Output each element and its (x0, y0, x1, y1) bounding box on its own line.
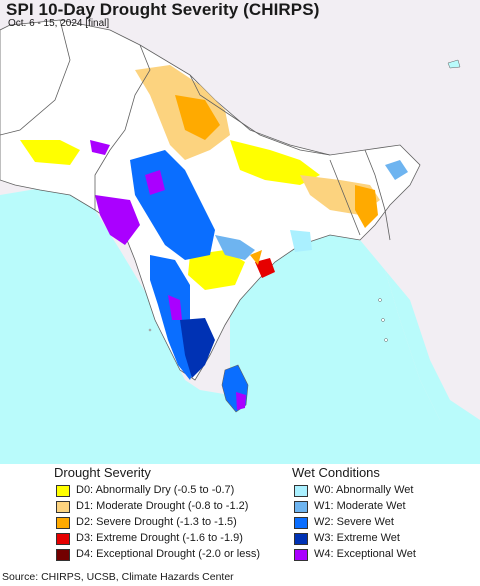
map-title: SPI 10-Day Drought Severity (CHIRPS) (6, 0, 320, 19)
legend-swatch (56, 533, 70, 545)
island (381, 318, 385, 322)
legend-swatch (294, 549, 308, 561)
legend-swatch (294, 533, 308, 545)
bay-of-bengal (230, 235, 480, 464)
drought-d2-north (175, 95, 220, 140)
myanmar-border (364, 149, 391, 241)
legend-swatch (294, 517, 308, 529)
legend-label: D0: Abnormally Dry (-0.5 to -0.7) (76, 484, 235, 496)
source-credit: Source: CHIRPS, UCSB, Climate Hazards Ce… (2, 571, 234, 583)
drought-d0-central (188, 250, 245, 290)
legend-label: W3: Extreme Wet (314, 532, 400, 544)
map-subtitle: Oct. 6 - 15, 2024 [final] (8, 18, 110, 29)
legend-label: W0: Abnormally Wet (314, 484, 414, 496)
legend-swatch (56, 517, 70, 529)
nepal-border (189, 74, 331, 156)
wet-w0-east (290, 230, 312, 252)
legend-label: W2: Severe Wet (314, 516, 394, 528)
legend-swatch (56, 549, 70, 561)
wet-w4-karnataka (168, 295, 182, 320)
map-area: SPI 10-Day Drought Severity (CHIRPS) Oct… (0, 0, 480, 464)
drought-d2-east (355, 185, 378, 228)
drought-d3-odisha (255, 258, 275, 278)
legend-label: D1: Moderate Drought (-0.8 to -1.2) (76, 500, 249, 512)
drought-d2-odisha (250, 250, 262, 265)
legend-swatch (294, 501, 308, 513)
arabian-sea (0, 185, 250, 464)
wet-w1-northeast (385, 160, 408, 180)
drought-d0-gangetic (230, 140, 320, 185)
legend-label: D2: Severe Drought (-1.3 to -1.5) (76, 516, 237, 528)
legend-swatch (56, 485, 70, 497)
legend-label: D4: Exceptional Drought (-2.0 or less) (76, 548, 261, 560)
country-borders (94, 44, 151, 210)
sri-lanka-exceptional-wet (236, 392, 246, 410)
legend-label: W4: Exceptional Wet (314, 548, 416, 560)
wet-w4-rajasthan (145, 170, 165, 195)
wet-w4-pakistan (90, 140, 110, 155)
island (378, 298, 382, 302)
wet-w3-tamil-nadu (180, 318, 215, 378)
legend-swatch (56, 501, 70, 513)
bangladesh-border (329, 159, 361, 236)
island (384, 338, 388, 342)
legend-swatch (294, 485, 308, 497)
legend: Drought Severity Wet Conditions D0: Abno… (0, 464, 480, 568)
legend-label: D3: Extreme Drought (-1.6 to -1.9) (76, 532, 243, 544)
south-asia-map (0, 0, 480, 464)
lake (447, 59, 461, 69)
legend-label: W1: Moderate Wet (314, 500, 406, 512)
afghanistan-border (0, 19, 71, 136)
wet-legend-heading: Wet Conditions (292, 465, 380, 480)
drought-d0-west (20, 140, 80, 165)
drought-legend-heading: Drought Severity (54, 465, 151, 480)
island (148, 328, 152, 332)
wet-w1-central (215, 235, 255, 260)
wet-w4-gujarat (95, 195, 140, 245)
andaman-sea (385, 270, 480, 464)
